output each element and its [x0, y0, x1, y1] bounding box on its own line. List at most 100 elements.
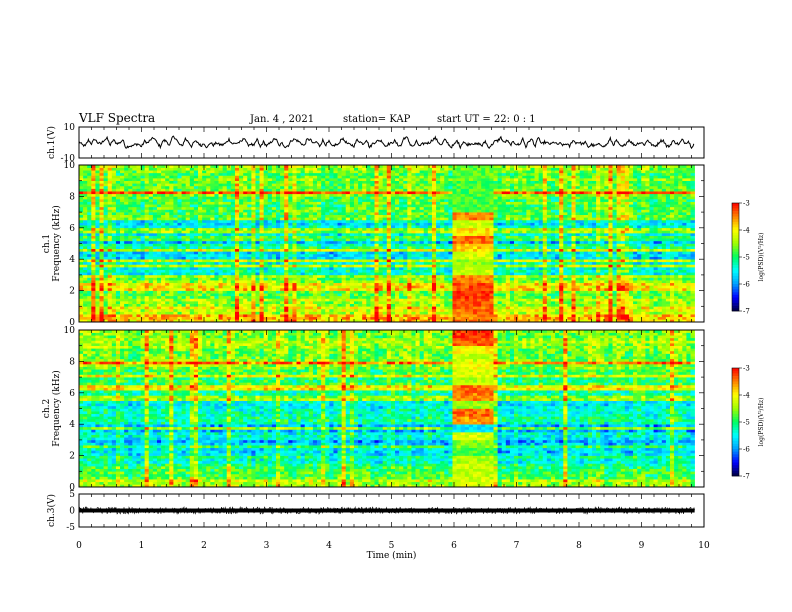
- heatmap-cell: [115, 172, 121, 176]
- heatmap-cell: [247, 287, 252, 291]
- heatmap-cell: [124, 230, 129, 234]
- heatmap-cell: [247, 308, 252, 312]
- heatmap-cell: [136, 301, 141, 304]
- heatmap-cell: [144, 277, 150, 281]
- heatmap-cell: [156, 214, 162, 218]
- heatmap-cell: [321, 180, 326, 184]
- heatmap-cell: [132, 295, 137, 299]
- heatmap-cell: [317, 243, 322, 247]
- heatmap-cell: [374, 253, 379, 257]
- heatmap-cell: [156, 267, 162, 270]
- heatmap-cell: [333, 303, 338, 307]
- heatmap-cell: [349, 280, 355, 284]
- heatmap-cell: [308, 191, 314, 195]
- heatmap-cell: [403, 248, 408, 252]
- heatmap-cell: [370, 183, 375, 187]
- heatmap-cell: [267, 191, 273, 195]
- heatmap-cell: [115, 230, 121, 234]
- heatmap-cell: [259, 188, 264, 192]
- heatmap-cell: [185, 293, 191, 297]
- heatmap-cell: [255, 308, 260, 312]
- heatmap-cell: [169, 233, 174, 236]
- heatmap-cell: [234, 303, 240, 307]
- heatmap-cell: [399, 264, 404, 268]
- heatmap-cell: [296, 248, 301, 252]
- heatmap-cell: [128, 219, 133, 223]
- heatmap-cell: [399, 259, 404, 263]
- heatmap-cell: [284, 277, 289, 281]
- heatmap-cell: [325, 188, 330, 192]
- heatmap-cell: [198, 298, 203, 302]
- heatmap-cell: [243, 204, 248, 208]
- heatmap-cell: [263, 264, 269, 268]
- heatmap-cell: [259, 204, 264, 208]
- heatmap-cell: [79, 183, 84, 187]
- heatmap-cell: [395, 293, 400, 297]
- heatmap-cell: [374, 185, 379, 189]
- heatmap-cell: [128, 183, 133, 187]
- heatmap-cell: [366, 172, 371, 176]
- heatmap-cell: [259, 214, 264, 218]
- heatmap-cell: [411, 274, 416, 278]
- heatmap-cell: [259, 290, 264, 294]
- heatmap-cell: [386, 219, 392, 223]
- heatmap-cell: [390, 295, 396, 299]
- heatmap-cell: [99, 240, 104, 244]
- heatmap-cell: [329, 311, 334, 315]
- heatmap-cell: [148, 295, 154, 299]
- heatmap-cell: [345, 277, 351, 281]
- heatmap-cell: [317, 240, 322, 244]
- heatmap-cell: [247, 303, 252, 307]
- heatmap-cell: [321, 165, 326, 168]
- heatmap-cell: [206, 285, 211, 289]
- heatmap-cell: [140, 209, 145, 213]
- heatmap-cell: [99, 201, 104, 205]
- heatmap-cell: [255, 238, 260, 242]
- heatmap-cell: [140, 180, 145, 184]
- heatmap-cell: [198, 277, 203, 281]
- heatmap-cell: [83, 287, 88, 291]
- heatmap-cell: [353, 165, 359, 168]
- heatmap-cell: [87, 227, 92, 231]
- heatmap-cell: [198, 287, 203, 291]
- heatmap-cell: [259, 183, 264, 187]
- heatmap-cell: [267, 256, 273, 260]
- heatmap-cell: [161, 316, 166, 320]
- heatmap-cell: [337, 222, 342, 226]
- heatmap-cell: [370, 301, 375, 304]
- heatmap-cell: [370, 201, 375, 205]
- heatmap-cell: [198, 193, 203, 197]
- heatmap-cell: [103, 267, 109, 270]
- heatmap-cell: [128, 206, 133, 210]
- heatmap-cell: [165, 170, 170, 174]
- heatmap-cell: [304, 319, 310, 323]
- heatmap-cell: [288, 191, 293, 195]
- heatmap-cell: [395, 280, 400, 284]
- heatmap-cell: [284, 303, 289, 307]
- heatmap-cell: [222, 165, 228, 168]
- heatmap-cell: [288, 251, 293, 255]
- heatmap-cell: [202, 311, 207, 315]
- heatmap-cell: [79, 280, 84, 284]
- heatmap-cell: [185, 311, 191, 315]
- heatmap-cell: [148, 277, 154, 281]
- heatmap-cell: [128, 222, 133, 226]
- heatmap-cell: [202, 191, 207, 195]
- heatmap-cell: [173, 314, 178, 318]
- heatmap-cell: [144, 180, 150, 184]
- heatmap-cell: [173, 167, 178, 171]
- heatmap-cell: [91, 298, 96, 302]
- heatmap-cell: [271, 204, 277, 208]
- heatmap-cell: [83, 267, 88, 270]
- heatmap-cell: [366, 201, 371, 205]
- heatmap-cell: [161, 259, 166, 263]
- heatmap-cell: [87, 277, 92, 281]
- heatmap-cell: [341, 293, 347, 297]
- heatmap-cell: [329, 303, 334, 307]
- heatmap-cell: [185, 243, 191, 247]
- heatmap-cell: [337, 209, 342, 213]
- heatmap-cell: [317, 188, 322, 192]
- heatmap-cell: [362, 287, 367, 291]
- heatmap-cell: [222, 269, 228, 273]
- heatmap-cell: [349, 311, 355, 315]
